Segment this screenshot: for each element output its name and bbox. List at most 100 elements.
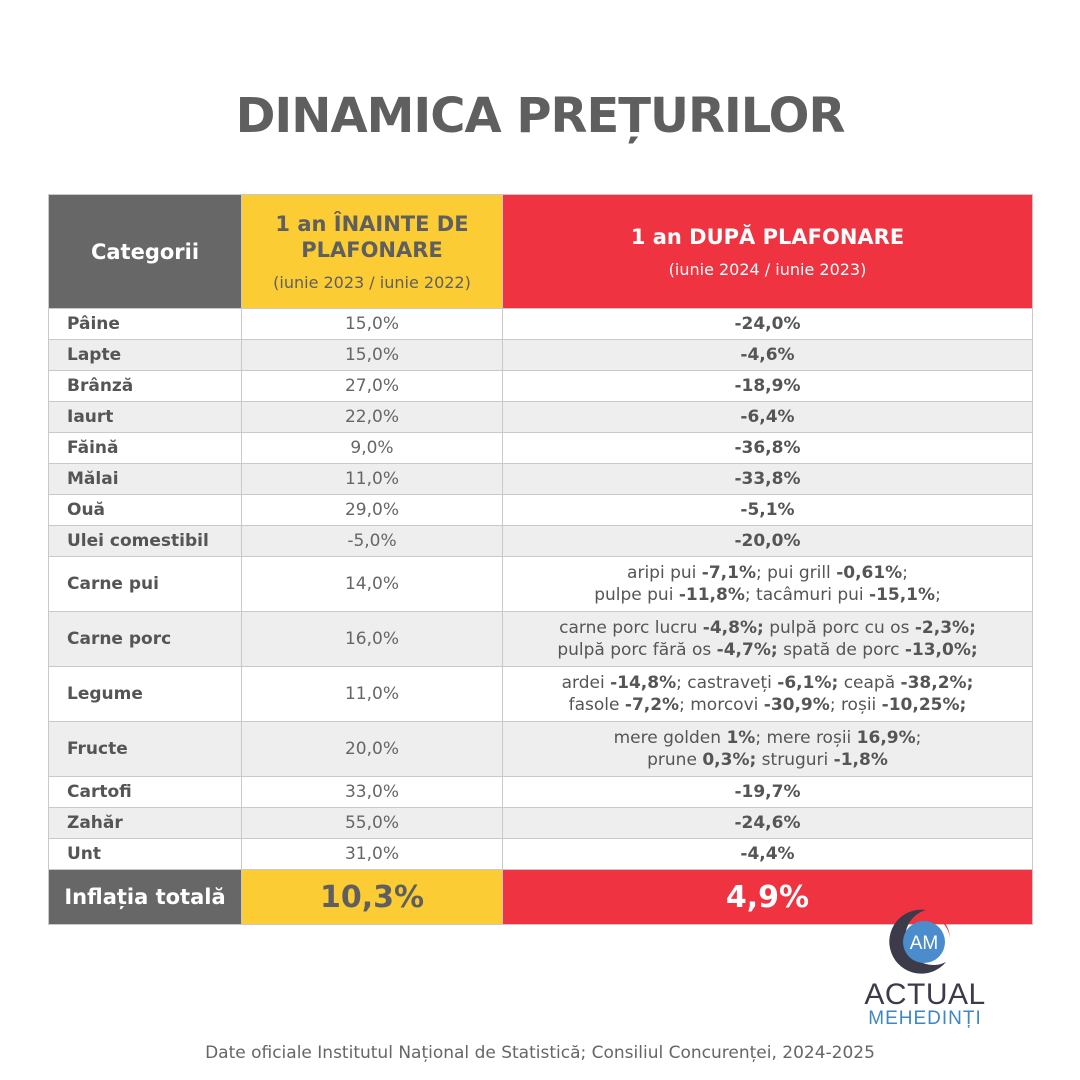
row-before-value: 11,0%: [241, 666, 503, 722]
row-category: Brânză: [48, 370, 242, 402]
row-before-value: 15,0%: [241, 308, 503, 340]
detail-text: ardei: [561, 673, 611, 693]
detail-text: pulpe pui: [594, 585, 679, 605]
source-note: Date oficiale Institutul Național de Sta…: [205, 1043, 875, 1063]
table-row: Lapte 15,0% -4,6%: [48, 339, 1033, 371]
logo-emblem: AM: [888, 908, 952, 978]
row-after-value: -18,9%: [502, 370, 1033, 402]
table-header-row: Categorii 1 an ÎNAINTE DE PLAFONARE (iun…: [48, 194, 1033, 309]
row-before-value: 14,0%: [241, 556, 503, 612]
logo-initials: AM: [910, 933, 939, 954]
header-before: 1 an ÎNAINTE DE PLAFONARE (iunie 2023 / …: [241, 194, 503, 309]
detail-value: -38,2%;: [900, 673, 974, 693]
row-after-value: -5,1%: [502, 494, 1033, 526]
table-row: Ulei comestibil -5,0% -20,0%: [48, 525, 1033, 557]
row-category: Ulei comestibil: [48, 525, 242, 557]
table-row: Mălai 11,0% -33,8%: [48, 463, 1033, 495]
row-after-value: -24,0%: [502, 308, 1033, 340]
detail-value: -4,8%;: [702, 618, 764, 638]
row-before-value: 15,0%: [241, 339, 503, 371]
detail-text: pulpă porc cu os: [763, 618, 915, 638]
row-before-value: 9,0%: [241, 432, 503, 464]
row-category: Cartofi: [48, 776, 242, 808]
row-before-value: 55,0%: [241, 807, 503, 839]
table-row: Unt 31,0% -4,4%: [48, 838, 1033, 870]
row-category: Ouă: [48, 494, 242, 526]
detail-text: ceapă: [838, 673, 901, 693]
row-after-value: -36,8%: [502, 432, 1033, 464]
detail-value: -6,1%;: [777, 673, 839, 693]
row-before-value: 27,0%: [241, 370, 503, 402]
row-before-value: 16,0%: [241, 611, 503, 667]
detail-value: 1%: [726, 728, 756, 748]
detail-value: -2,3%;: [914, 618, 976, 638]
detail-value: 0,3%;: [702, 750, 757, 770]
table-row: Pâine 15,0% -24,0%: [48, 308, 1033, 340]
header-after-title: 1 an DUPĂ PLAFONARE: [630, 225, 905, 249]
detail-text: spată de porc: [777, 640, 905, 660]
row-after-value: -4,6%: [502, 339, 1033, 371]
detail-text: pulpă porc fără os: [557, 640, 717, 660]
row-category: Făină: [48, 432, 242, 464]
table-row: Zahăr 55,0% -24,6%: [48, 807, 1033, 839]
detail-value: -10,25%;: [881, 695, 967, 715]
detail-text: ;: [935, 585, 941, 605]
row-after-value: aripi pui -7,1%; pui grill -0,61%; pulpe …: [502, 556, 1033, 612]
row-after-value: -33,8%: [502, 463, 1033, 495]
detail-text: ; tacâmuri pui: [744, 585, 870, 605]
detail-value: -7,1%: [701, 563, 756, 583]
table-row: Carne pui 14,0% aripi pui -7,1%; pui grill…: [48, 556, 1033, 612]
row-before-value: 33,0%: [241, 776, 503, 808]
actual-mehedinti-logo: AM ACTUAL MEHEDINȚI: [850, 900, 1000, 1035]
row-before-value: 22,0%: [241, 401, 503, 433]
table-row: Legume 11,0% ardei -14,8%; castraveți -6,1…: [48, 666, 1033, 722]
row-category: Mălai: [48, 463, 242, 495]
row-category: Legume: [48, 666, 242, 722]
detail-text: struguri: [756, 750, 834, 770]
table-row: Brânză 27,0% -18,9%: [48, 370, 1033, 402]
detail-text: ;: [915, 728, 922, 748]
row-before-value: 29,0%: [241, 494, 503, 526]
row-category: Zahăr: [48, 807, 242, 839]
table-row: Carne porc 16,0% carne porc lucru -4,8%; p…: [48, 611, 1033, 667]
header-after-subtitle: (iunie 2024 / iunie 2023): [668, 260, 867, 279]
price-table: Categorii 1 an ÎNAINTE DE PLAFONARE (iun…: [48, 194, 1033, 925]
detail-text: ; pui grill: [756, 563, 837, 583]
header-category: Categorii: [48, 194, 242, 309]
detail-value: -30,9%: [763, 695, 830, 715]
table-row: Iaurt 22,0% -6,4%: [48, 401, 1033, 433]
row-category: Carne porc: [48, 611, 242, 667]
detail-text: aripi pui: [627, 563, 702, 583]
detail-value: 16,9%: [856, 728, 916, 748]
detail-value: -1,8%: [833, 750, 888, 770]
row-after-value: -19,7%: [502, 776, 1033, 808]
row-category: Unt: [48, 838, 242, 870]
row-after-value: -6,4%: [502, 401, 1033, 433]
total-label: Inflația totală: [48, 869, 242, 925]
detail-text: ;: [902, 563, 908, 583]
row-category: Lapte: [48, 339, 242, 371]
detail-value: -14,8%: [610, 673, 677, 693]
logo-line2: MEHEDINȚI: [868, 1008, 982, 1029]
detail-value: -13,0%;: [904, 640, 978, 660]
row-category: Carne pui: [48, 556, 242, 612]
detail-text: ; castraveți: [676, 673, 778, 693]
header-before-subtitle: (iunie 2023 / iunie 2022): [273, 273, 471, 292]
header-after: 1 an DUPĂ PLAFONARE (iunie 2024 / iunie …: [502, 194, 1033, 309]
page-title: DINAMICA PREȚURILOR: [235, 88, 846, 144]
row-after-value: carne porc lucru -4,8%; pulpă porc cu os…: [502, 611, 1033, 667]
row-before-value: -5,0%: [241, 525, 503, 557]
detail-text: ; roșii: [829, 695, 882, 715]
row-before-value: 31,0%: [241, 838, 503, 870]
detail-text: ; morcovi: [679, 695, 764, 715]
total-before: 10,3%: [241, 869, 503, 925]
logo-line1: ACTUAL: [864, 978, 986, 1011]
detail-value: -11,8%: [678, 585, 745, 605]
row-after-value: ardei -14,8%; castraveți -6,1%; ceapă -3…: [502, 666, 1033, 722]
detail-value: -7,2%: [624, 695, 680, 715]
row-category: Pâine: [48, 308, 242, 340]
detail-text: ; mere roșii: [755, 728, 857, 748]
detail-value: -4,7%;: [716, 640, 778, 660]
table-row: Fructe 20,0% mere golden 1%; mere roșii 16…: [48, 721, 1033, 777]
row-after-value: -20,0%: [502, 525, 1033, 557]
